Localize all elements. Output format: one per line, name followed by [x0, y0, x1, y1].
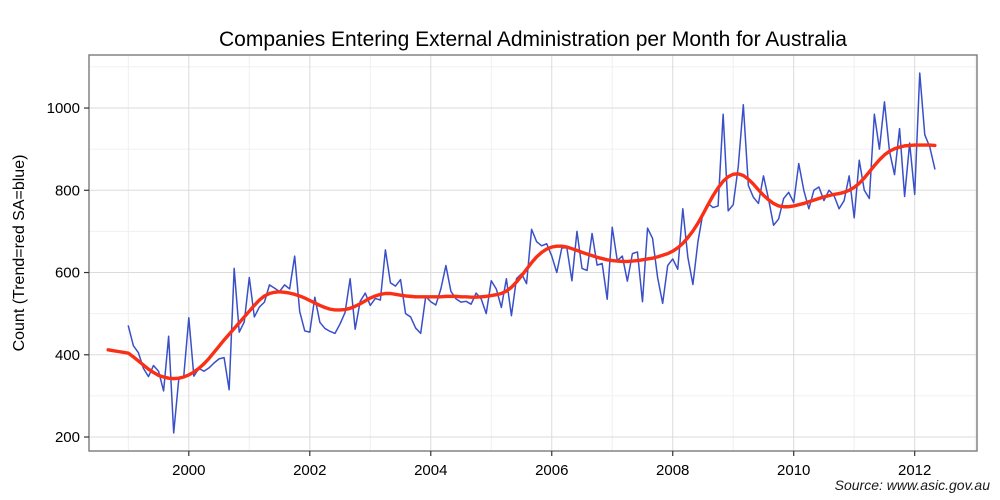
x-axis-tick-labels: 2000 2002 2004 2006 2008 2010 2012: [172, 462, 931, 479]
trend-line: [106, 143, 937, 381]
y-axis-label: Count (Trend=red SA=blue): [11, 155, 28, 352]
x-tick-label: 2012: [898, 462, 931, 479]
series-lines: [106, 72, 937, 434]
y-tick-label: 800: [55, 182, 80, 199]
x-tick-label: 2006: [535, 462, 568, 479]
x-tick-label: 2010: [777, 462, 810, 479]
x-tick-label: 2002: [293, 462, 326, 479]
y-tick-label: 600: [55, 265, 80, 282]
y-tick-label: 1000: [47, 100, 80, 117]
x-tick-label: 2008: [656, 462, 689, 479]
x-tick-label: 2000: [172, 462, 205, 479]
y-tick-label: 200: [55, 429, 80, 446]
panel-border: [88, 54, 978, 452]
y-axis-tick-labels: 200 400 600 800 1000: [47, 100, 80, 446]
x-tick-label: 2004: [414, 462, 447, 479]
gridlines-major: [89, 55, 977, 451]
gridlines-minor: [89, 55, 977, 451]
source-note: Source: www.asic.gov.au: [835, 477, 991, 493]
chart-title: Companies Entering External Administrati…: [219, 28, 847, 51]
axis-ticks: [84, 107, 916, 456]
y-tick-label: 400: [55, 347, 80, 364]
sa-line: [127, 72, 936, 434]
